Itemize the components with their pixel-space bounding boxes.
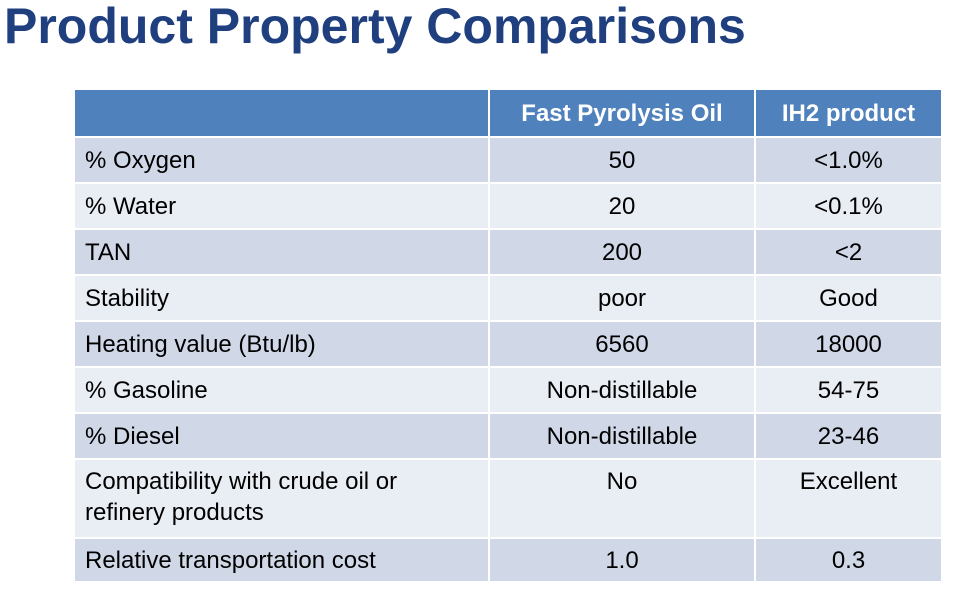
ih2-value: Excellent bbox=[754, 458, 943, 539]
ih2-value: 23-46 bbox=[754, 412, 943, 460]
ih2-value: <2 bbox=[754, 228, 943, 276]
fpo-value: 6560 bbox=[488, 320, 756, 368]
row-label-line-1: Compatibility with crude oil or bbox=[85, 468, 398, 495]
page-title: Product Property Comparisons bbox=[4, 0, 746, 54]
row-label: Stability bbox=[73, 274, 490, 322]
fpo-value: poor bbox=[488, 274, 756, 322]
table-row: % Oxygen 50 <1.0% bbox=[73, 136, 943, 184]
fpo-value: 20 bbox=[488, 182, 756, 230]
table-header-row: Fast Pyrolysis Oil IH2 product bbox=[73, 88, 943, 138]
table-row: Relative transportation cost 1.0 0.3 bbox=[73, 537, 943, 583]
header-ih2-product: IH2 product bbox=[754, 88, 943, 138]
row-label: % Water bbox=[73, 182, 490, 230]
ih2-value: <1.0% bbox=[754, 136, 943, 184]
row-label: Compatibility with crude oil or refinery … bbox=[73, 458, 490, 539]
row-label-line-2: refinery products bbox=[85, 499, 264, 526]
fpo-value: 50 bbox=[488, 136, 756, 184]
ih2-value: Good bbox=[754, 274, 943, 322]
table-row: Compatibility with crude oil or refinery … bbox=[73, 458, 943, 539]
row-label: Relative transportation cost bbox=[73, 537, 490, 583]
comparison-table: Fast Pyrolysis Oil IH2 product % Oxygen … bbox=[73, 88, 943, 583]
fpo-value: 1.0 bbox=[488, 537, 756, 583]
table-row: Stability poor Good bbox=[73, 274, 943, 322]
row-label: % Gasoline bbox=[73, 366, 490, 414]
table-row: % Diesel Non-distillable 23-46 bbox=[73, 412, 943, 460]
header-fast-pyrolysis-oil: Fast Pyrolysis Oil bbox=[488, 88, 756, 138]
fpo-value: Non-distillable bbox=[488, 366, 756, 414]
ih2-value: 18000 bbox=[754, 320, 943, 368]
fpo-value: No bbox=[488, 458, 756, 539]
fpo-value: Non-distillable bbox=[488, 412, 756, 460]
row-label: TAN bbox=[73, 228, 490, 276]
table-row: % Gasoline Non-distillable 54-75 bbox=[73, 366, 943, 414]
row-label: Heating value (Btu/lb) bbox=[73, 320, 490, 368]
row-label: % Diesel bbox=[73, 412, 490, 460]
ih2-value: 0.3 bbox=[754, 537, 943, 583]
fpo-value: 200 bbox=[488, 228, 756, 276]
header-property bbox=[73, 88, 490, 138]
table-row: % Water 20 <0.1% bbox=[73, 182, 943, 230]
table-row: TAN 200 <2 bbox=[73, 228, 943, 276]
ih2-value: <0.1% bbox=[754, 182, 943, 230]
row-label: % Oxygen bbox=[73, 136, 490, 184]
table-row: Heating value (Btu/lb) 6560 18000 bbox=[73, 320, 943, 368]
ih2-value: 54-75 bbox=[754, 366, 943, 414]
